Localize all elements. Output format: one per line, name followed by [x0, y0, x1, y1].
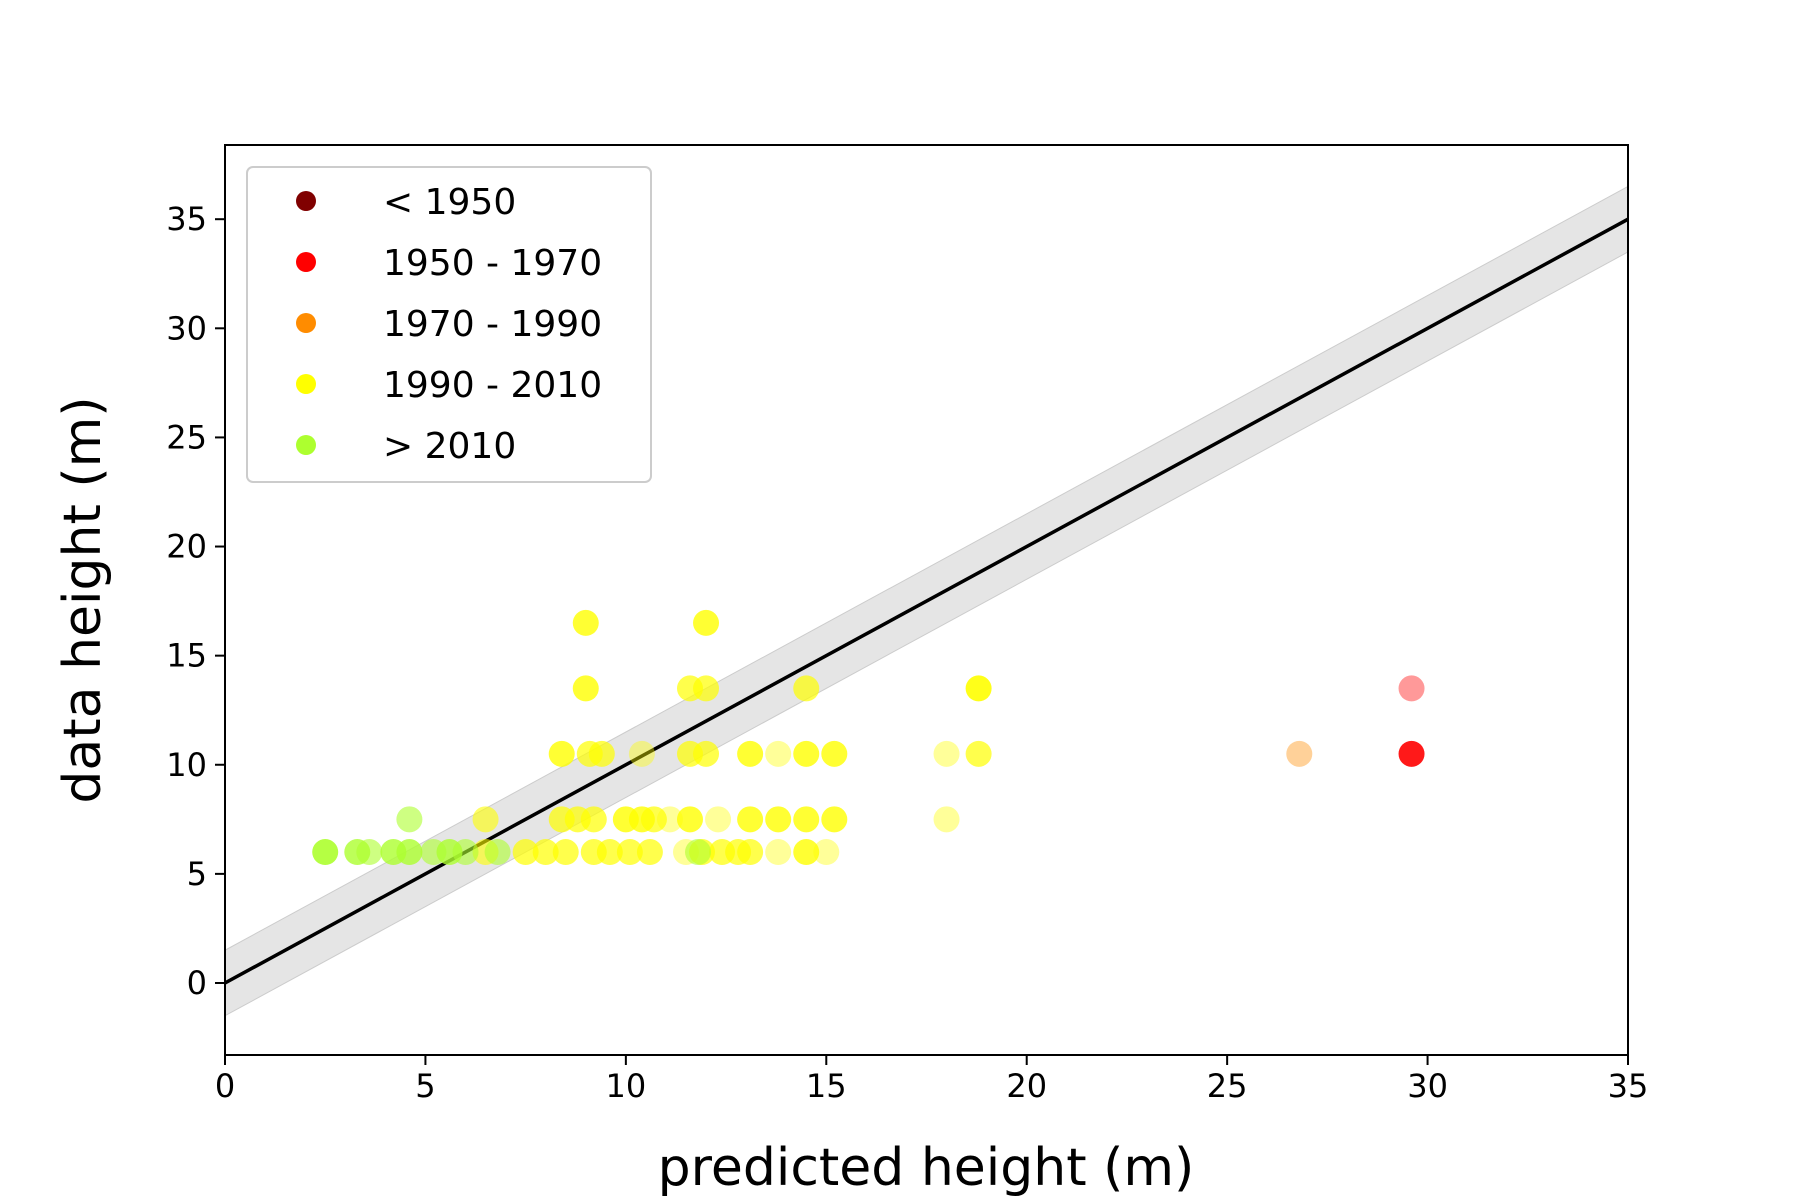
- data-point: [765, 839, 792, 866]
- legend-label: < 1950: [383, 182, 516, 223]
- data-point: [685, 839, 712, 866]
- y-tick-label: 30: [166, 309, 207, 347]
- data-point: [572, 609, 599, 636]
- data-point: [793, 806, 820, 833]
- legend-label: 1950 - 1970: [383, 243, 602, 284]
- x-tick-label: 35: [1608, 1067, 1649, 1105]
- data-point: [793, 740, 820, 767]
- data-point: [656, 806, 683, 833]
- x-tick-label: 0: [215, 1067, 235, 1105]
- y-tick-label: 15: [166, 637, 207, 675]
- data-point: [396, 839, 423, 866]
- legend: < 1950 1950 - 1970 1970 - 1990 1990 - 2010 >…: [246, 166, 652, 483]
- data-point: [552, 839, 579, 866]
- data-point: [640, 806, 667, 833]
- legend-marker: [296, 313, 316, 333]
- legend-marker: [296, 435, 316, 455]
- legend-label: 1970 - 1990: [383, 304, 602, 345]
- plot-frame: [224, 144, 1629, 1056]
- y-tick-label: 35: [166, 200, 207, 238]
- legend-marker: [296, 252, 316, 272]
- x-tick-label: 5: [415, 1067, 435, 1105]
- data-point: [396, 806, 423, 833]
- y-tick-label: 25: [166, 418, 207, 456]
- data-point: [312, 839, 339, 866]
- x-axis: 0 5 10 15 20 25 30 35: [215, 1055, 1649, 1105]
- data-point: [588, 740, 615, 767]
- data-point: [737, 806, 764, 833]
- data-point: [705, 806, 732, 833]
- data-point: [484, 839, 511, 866]
- data-point: [737, 839, 764, 866]
- data-point: [452, 839, 479, 866]
- y-axis: 0 5 10 15 20 25 30 35: [166, 200, 225, 1002]
- x-tick-label: 25: [1207, 1067, 1248, 1105]
- data-point: [636, 839, 663, 866]
- data-point: [821, 806, 848, 833]
- legend-marker: [296, 191, 316, 211]
- x-tick-label: 10: [605, 1067, 646, 1105]
- data-point: [693, 740, 720, 767]
- legend-marker: [296, 374, 316, 394]
- plot-area: [225, 185, 1628, 1017]
- data-point: [676, 806, 703, 833]
- x-tick-label: 15: [806, 1067, 847, 1105]
- data-point: [793, 839, 820, 866]
- data-point: [356, 839, 383, 866]
- data-point: [693, 609, 720, 636]
- data-point: [813, 839, 840, 866]
- data-points: [312, 609, 1425, 866]
- data-point: [737, 740, 764, 767]
- y-tick-label: 20: [166, 528, 207, 566]
- y-tick-label: 5: [187, 855, 207, 893]
- y-tick-label: 10: [166, 746, 207, 784]
- data-point: [933, 806, 960, 833]
- data-point: [596, 839, 623, 866]
- legend-label: > 2010: [383, 426, 516, 467]
- legend-label: 1990 - 2010: [383, 365, 602, 406]
- data-point: [580, 806, 607, 833]
- data-point: [532, 839, 559, 866]
- data-point: [693, 675, 720, 702]
- data-point: [821, 740, 848, 767]
- data-point: [965, 675, 992, 702]
- data-point: [548, 740, 575, 767]
- y-axis-label: data height (m): [53, 396, 113, 803]
- y-tick-label: 0: [187, 964, 207, 1002]
- x-tick-label: 20: [1006, 1067, 1047, 1105]
- data-point: [793, 675, 820, 702]
- x-axis-label: predicted height (m): [658, 1138, 1195, 1198]
- data-point: [965, 740, 992, 767]
- data-point: [765, 740, 792, 767]
- data-point: [628, 740, 655, 767]
- data-point: [572, 675, 599, 702]
- data-point: [616, 839, 643, 866]
- data-point: [933, 740, 960, 767]
- data-point: [1398, 675, 1425, 702]
- data-point: [472, 806, 499, 833]
- legend-frame: [246, 166, 652, 483]
- data-point: [512, 839, 539, 866]
- x-tick-label: 30: [1407, 1067, 1448, 1105]
- data-point: [765, 806, 792, 833]
- data-point: [1286, 740, 1313, 767]
- data-point: [1398, 740, 1425, 767]
